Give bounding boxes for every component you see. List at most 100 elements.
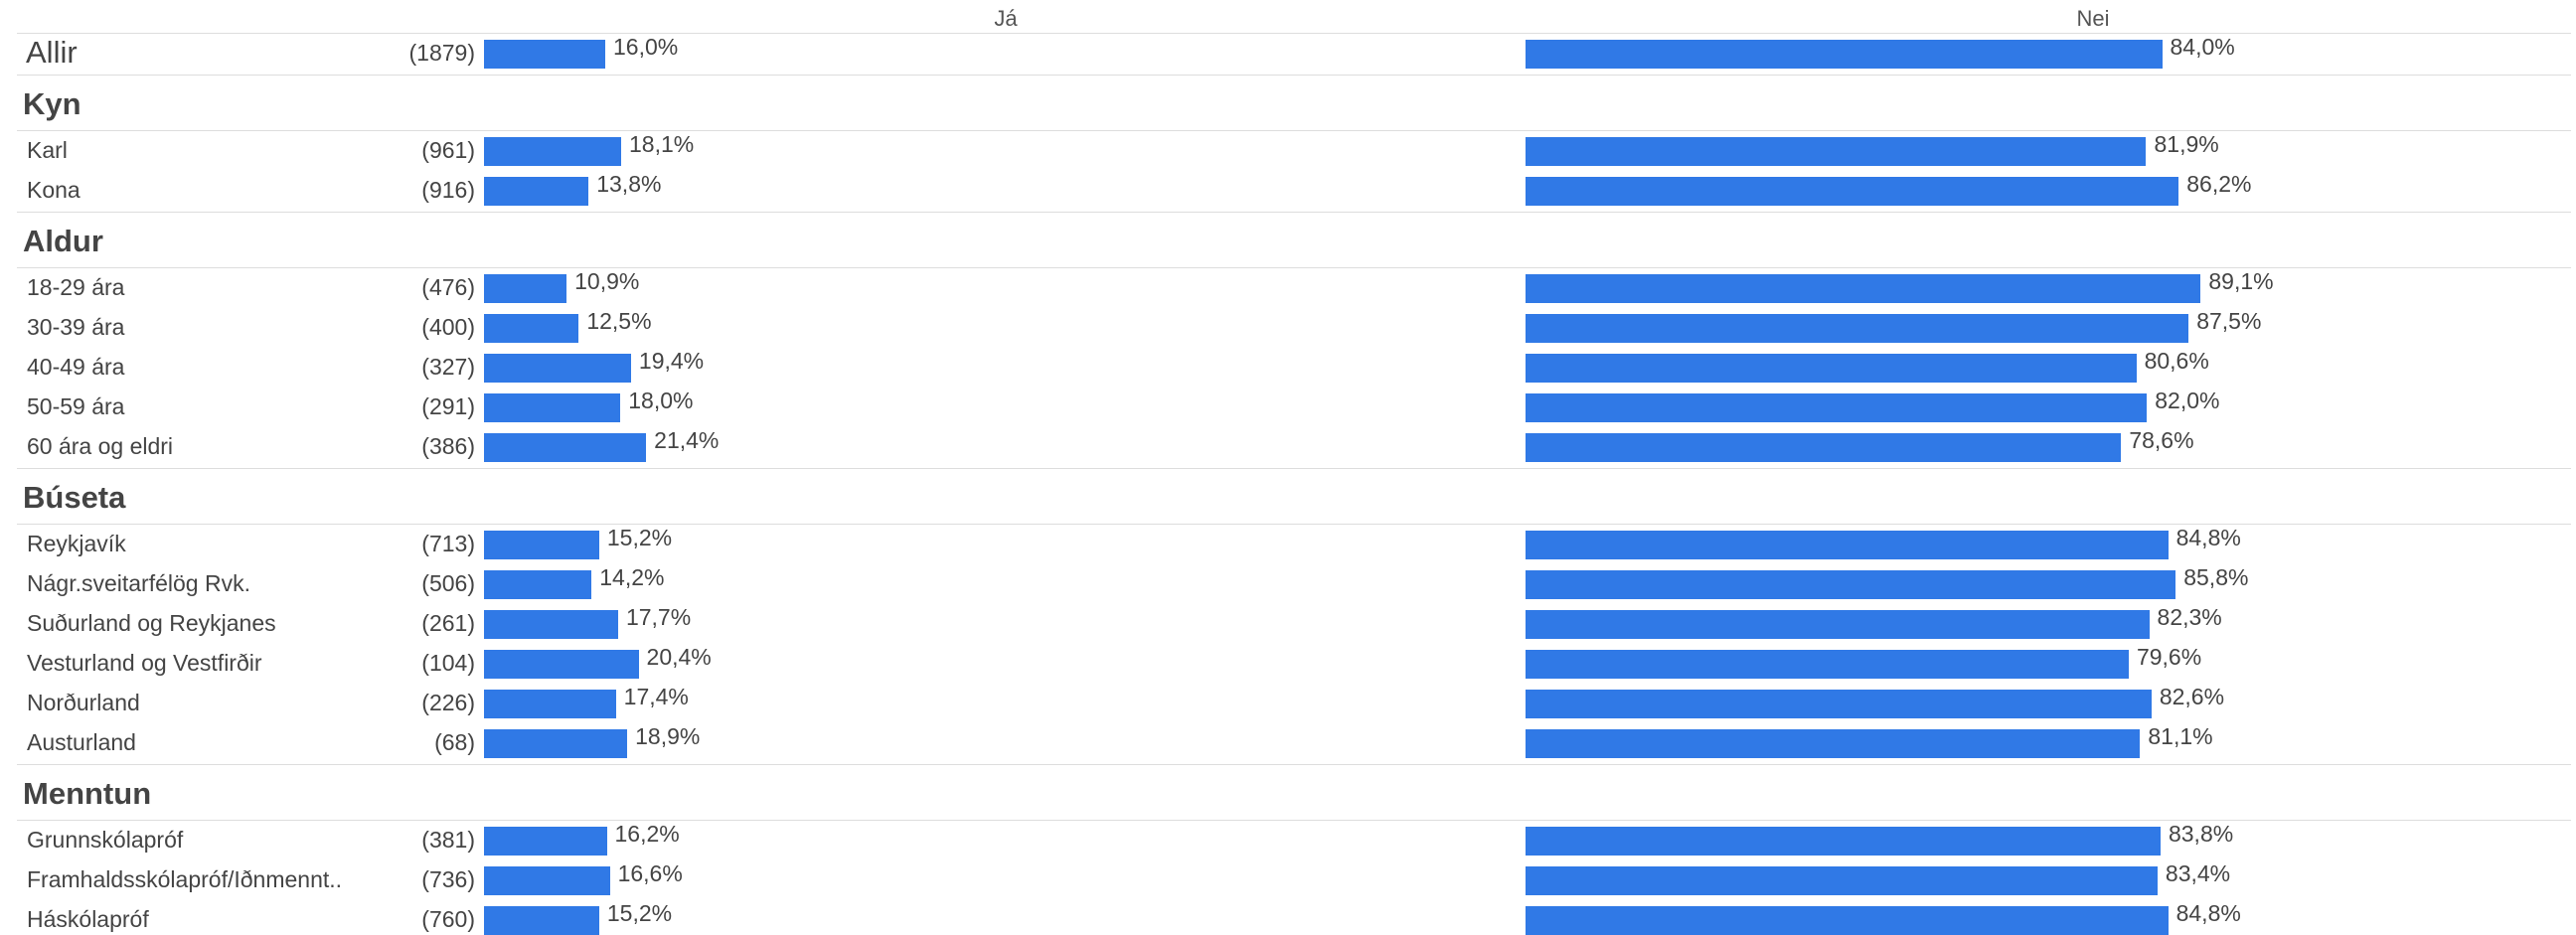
separator	[17, 75, 2571, 76]
data-label: 84,8%	[2175, 900, 2241, 926]
row-count: (713)	[421, 531, 475, 556]
data-label: 18,9%	[635, 723, 701, 749]
bar-ja	[484, 176, 589, 206]
bar-ja	[484, 392, 621, 422]
row-count: (1879)	[408, 40, 475, 66]
section-title: Kyn	[23, 86, 81, 121]
row-label: Karl	[27, 137, 68, 163]
bar-nei	[1526, 569, 2176, 599]
data-label: 16,2%	[614, 821, 680, 847]
row-count: (381)	[421, 827, 475, 853]
data-label: 89,1%	[2208, 268, 2274, 294]
data-label: 78,6%	[2129, 427, 2194, 453]
bar-ja	[484, 689, 616, 718]
row-label: Suðurland og Reykjanes	[27, 610, 276, 636]
data-label: 85,8%	[2183, 564, 2249, 590]
row-label: Reykjavík	[27, 531, 126, 556]
row-count: (327)	[421, 354, 475, 380]
data-label: 10,9%	[574, 268, 640, 294]
data-label: 84,0%	[2170, 34, 2235, 60]
row-count: (386)	[421, 433, 475, 459]
bar-nei	[1526, 649, 2129, 679]
row-count: (261)	[421, 610, 475, 636]
separator	[17, 764, 2571, 765]
row-label: Kona	[27, 177, 80, 203]
section-title: Aldur	[23, 224, 103, 258]
row-label: Norðurland	[27, 690, 140, 715]
data-label: 84,8%	[2175, 525, 2241, 550]
bar-nei	[1526, 689, 2152, 718]
row-count: (291)	[421, 393, 475, 419]
row-label: Grunnskólapróf	[27, 827, 184, 853]
bar-ja	[484, 649, 639, 679]
bar-ja	[484, 609, 618, 639]
data-label: 12,5%	[586, 308, 652, 334]
separator	[17, 267, 2571, 268]
bar-nei	[1526, 728, 2141, 758]
bar-nei	[1526, 609, 2150, 639]
row-label: Vesturland og Vestfirðir	[27, 650, 262, 676]
bar-ja	[484, 432, 647, 462]
row-count: (226)	[421, 690, 475, 715]
data-label: 20,4%	[646, 644, 712, 670]
column-header-nei: Nei	[2076, 6, 2110, 31]
bar-nei	[1526, 865, 2158, 895]
separator	[17, 130, 2571, 131]
bar-ja	[484, 136, 621, 166]
separator	[17, 212, 2571, 213]
data-label: 21,4%	[654, 427, 720, 453]
data-label: 82,6%	[2159, 684, 2225, 709]
bar-nei	[1526, 273, 2201, 303]
row-label: 60 ára og eldri	[27, 433, 174, 459]
bar-nei	[1526, 313, 2189, 343]
row-count: (104)	[421, 650, 475, 676]
data-label: 83,4%	[2165, 860, 2231, 886]
bar-ja	[484, 353, 631, 383]
row-label: 18-29 ára	[27, 274, 125, 300]
row-count: (916)	[421, 177, 475, 203]
data-label: 16,6%	[617, 860, 683, 886]
row-count: (736)	[421, 866, 475, 892]
bar-ja	[484, 826, 607, 856]
bar-nei	[1526, 905, 2169, 935]
data-label: 15,2%	[606, 900, 673, 926]
data-label: 81,1%	[2148, 723, 2213, 749]
data-label: 15,2%	[606, 525, 673, 550]
row-count: (476)	[421, 274, 475, 300]
bar-ja	[484, 530, 599, 559]
data-label: 18,0%	[628, 388, 694, 413]
row-count: (961)	[421, 137, 475, 163]
row-label: 50-59 ára	[27, 393, 125, 419]
data-label: 13,8%	[596, 171, 662, 197]
separator	[17, 820, 2571, 821]
bar-ja	[484, 905, 599, 935]
separator	[17, 468, 2571, 469]
data-label: 80,6%	[2144, 348, 2209, 374]
bar-nei	[1526, 353, 2137, 383]
row-count: (400)	[421, 314, 475, 340]
bar-ja	[484, 728, 628, 758]
data-label: 14,2%	[599, 564, 665, 590]
row-label: Austurland	[27, 729, 136, 755]
bar-ja	[484, 569, 592, 599]
data-label: 86,2%	[2186, 171, 2252, 197]
data-label: 16,0%	[613, 34, 679, 60]
bar-nei	[1526, 136, 2147, 166]
bar-nei	[1526, 39, 2163, 69]
bar-ja	[484, 273, 567, 303]
data-label: 18,1%	[629, 131, 695, 157]
row-label: Nágr.sveitarfélög Rvk.	[27, 570, 250, 596]
row-count: (506)	[421, 570, 475, 596]
bar-ja	[484, 865, 610, 895]
bar-ja	[484, 39, 605, 69]
row-label: Framhaldsskólapróf/Iðnmennt..	[27, 866, 343, 892]
bar-nei	[1526, 392, 2148, 422]
data-label: 82,0%	[2155, 388, 2220, 413]
row-label: 30-39 ára	[27, 314, 125, 340]
bar-nei	[1526, 176, 2179, 206]
bar-ja	[484, 313, 579, 343]
separator	[17, 524, 2571, 525]
bar-nei	[1526, 530, 2169, 559]
data-label: 83,8%	[2168, 821, 2234, 847]
